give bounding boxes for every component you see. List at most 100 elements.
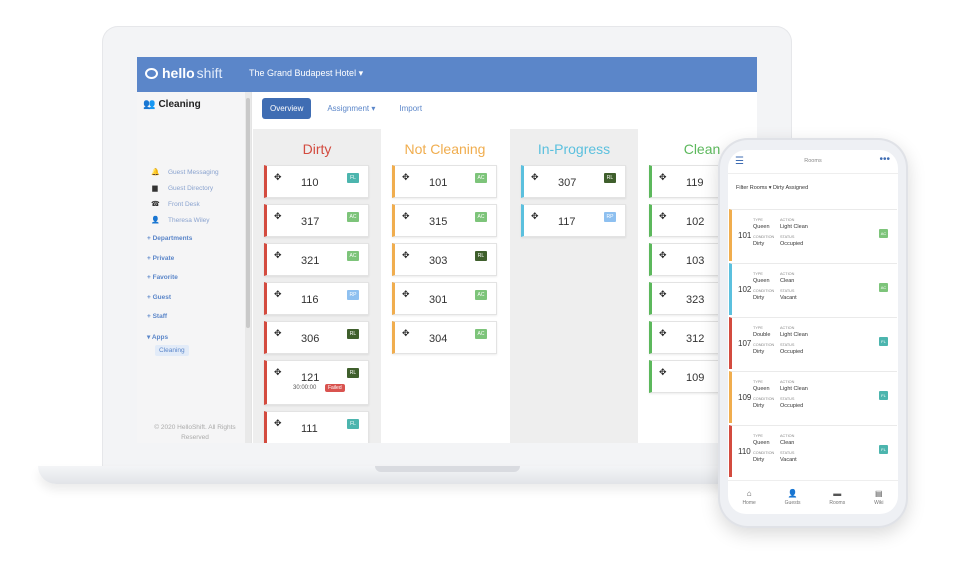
cleaning-type-badge: AC (879, 283, 888, 292)
sidebar-title: 👥 Cleaning (143, 99, 201, 110)
hotel-selector[interactable]: The Grand Budapest Hotel ▾ (249, 68, 364, 78)
room-list-item[interactable]: 102 TYPE Queen CONDITION Dirty ACTION Clean STA… (729, 263, 897, 315)
room-list-item[interactable]: 101 TYPE Queen CONDITION Dirty ACTION Light Cl… (729, 209, 897, 261)
sidebar-group[interactable]: + Guest (147, 293, 172, 301)
sidebar-item[interactable]: ▆ Guest Directory (151, 184, 213, 193)
drag-handle-icon[interactable]: ✥ (402, 211, 410, 221)
drag-handle-icon[interactable]: ✥ (659, 211, 667, 221)
phone-screen: ☰ Rooms ••• Filter Rooms ▾ Dirty Assigne… (728, 150, 898, 514)
action-label: ACTION (780, 434, 795, 438)
room-card[interactable]: ✥ 306 RL (264, 321, 369, 354)
drag-handle-icon[interactable]: ✥ (274, 328, 282, 338)
nav-wiki[interactable]: ▤ Wiki (874, 489, 883, 506)
cleaning-type-badge: AC (347, 212, 359, 222)
room-card[interactable]: ✥ 307 RL (521, 165, 626, 198)
cleaning-type-badge: RL (347, 329, 359, 339)
room-type: Queen (753, 278, 770, 284)
drag-handle-icon[interactable]: ✥ (274, 367, 282, 377)
room-card[interactable]: ✥ 303 RL (392, 243, 497, 276)
drag-handle-icon[interactable]: ✥ (659, 289, 667, 299)
room-card[interactable]: ✥ 116 RP (264, 282, 369, 315)
tab-overview[interactable]: Overview (262, 98, 312, 119)
sidebar-item[interactable]: 🔔 Guest Messaging (151, 168, 219, 177)
room-number: 101 (429, 177, 448, 189)
room-card[interactable]: ✥ 301 AC (392, 282, 497, 315)
nav-rooms[interactable]: ▬ Rooms (829, 489, 845, 506)
type-label: TYPE (753, 218, 763, 222)
drag-handle-icon[interactable]: ✥ (274, 289, 282, 299)
sidebar-item-cleaning[interactable]: Cleaning (155, 345, 189, 356)
room-condition: Dirty (753, 295, 765, 301)
room-list-item[interactable]: 107 TYPE Double CONDITION Dirty ACTION Light C… (729, 317, 897, 369)
room-number: 103 (686, 255, 705, 267)
drag-handle-icon[interactable]: ✥ (659, 172, 667, 182)
room-card[interactable]: ✥ 101 AC (392, 165, 497, 198)
sidebar-group[interactable]: + Private (147, 254, 175, 262)
room-condition: Dirty (753, 403, 765, 409)
drag-handle-icon[interactable]: ✥ (274, 418, 282, 428)
drag-handle-icon[interactable]: ✥ (402, 172, 410, 182)
room-number: 107 (738, 339, 752, 348)
room-number: 116 (301, 294, 319, 306)
nav-home[interactable]: ⌂ Home (742, 489, 755, 506)
tab-assignment[interactable]: Assignment ▾ (327, 104, 376, 113)
cleaning-type-badge: FL (347, 173, 359, 183)
action-label: ACTION (780, 272, 795, 276)
drag-handle-icon[interactable]: ✥ (274, 250, 282, 260)
room-action: Light Clean (780, 386, 808, 392)
room-card[interactable]: ✥ 121 RL 30:00:00 Failed (264, 360, 369, 405)
drag-handle-icon[interactable]: ✥ (402, 328, 410, 338)
room-card[interactable]: ✥ 321 AC (264, 243, 369, 276)
column-title: Not Cleaning (404, 141, 486, 157)
cleaning-type-badge: RP (347, 290, 359, 300)
sidebar-item-label: Theresa Wiley (168, 216, 210, 224)
drag-handle-icon[interactable]: ✥ (659, 328, 667, 338)
room-card[interactable]: ✥ 111 FL (264, 411, 369, 443)
nav-label: Wiki (874, 500, 884, 506)
room-number: 301 (429, 294, 448, 306)
condition-label: CONDITION (753, 235, 775, 239)
room-card[interactable]: ✥ 110 FL (264, 165, 369, 198)
drag-handle-icon[interactable]: ✥ (402, 289, 410, 299)
sidebar-group[interactable]: + Departments (147, 235, 193, 242)
room-card[interactable]: ✥ 315 AC (392, 204, 497, 237)
room-number: 101 (738, 231, 752, 240)
room-number: 109 (686, 372, 705, 384)
sidebar-scrollbar[interactable] (245, 92, 251, 443)
drag-handle-icon[interactable]: ✥ (402, 250, 410, 260)
sidebar-item[interactable]: 👤 Theresa Wiley (151, 216, 210, 225)
sidebar-group[interactable]: ▾ Apps (147, 333, 169, 341)
helloshift-logo[interactable]: hello shift (145, 65, 222, 81)
room-condition: Dirty (753, 349, 765, 355)
room-action: Light Clean (780, 332, 808, 338)
more-options-icon[interactable]: ••• (879, 154, 890, 165)
status-label: STATUS (780, 289, 795, 293)
drag-handle-icon[interactable]: ✥ (659, 367, 667, 377)
room-card[interactable]: ✥ 317 AC (264, 204, 369, 237)
column-title: In-Progress (537, 141, 611, 157)
room-card[interactable]: ✥ 304 AC (392, 321, 497, 354)
drag-handle-icon[interactable]: ✥ (274, 172, 282, 182)
room-card[interactable]: ✥ 117 RP (521, 204, 626, 237)
status-label: STATUS (780, 451, 795, 455)
laptop-notch (375, 466, 520, 472)
sidebar-item[interactable]: ☎ Front Desk (151, 200, 200, 209)
sidebar-group[interactable]: + Favorite (147, 274, 178, 281)
drag-handle-icon[interactable]: ✥ (659, 250, 667, 260)
room-number: 315 (429, 216, 448, 228)
condition-label: CONDITION (753, 289, 775, 293)
room-list-item[interactable]: 109 TYPE Queen CONDITION Dirty ACTION Light Cl… (729, 371, 897, 423)
drag-handle-icon[interactable]: ✥ (531, 172, 539, 182)
sidebar-group[interactable]: + Staff (147, 313, 168, 320)
hamburger-menu-icon[interactable]: ☰ (735, 156, 744, 167)
nav-guests[interactable]: 👤 Guests (785, 489, 801, 506)
room-list-item[interactable]: 110 TYPE Queen CONDITION Dirty ACTION Clean STA… (729, 425, 897, 477)
drag-handle-icon[interactable]: ✥ (531, 211, 539, 221)
tab-import[interactable]: Import (399, 104, 423, 113)
logo-text-light: shift (196, 65, 223, 81)
scrollbar-thumb[interactable] (246, 98, 250, 328)
action-label: ACTION (780, 326, 795, 330)
room-action: Clean (780, 440, 795, 446)
drag-handle-icon[interactable]: ✥ (274, 211, 282, 221)
room-filter[interactable]: Filter Rooms ▾ Dirty Assigned (736, 185, 809, 191)
